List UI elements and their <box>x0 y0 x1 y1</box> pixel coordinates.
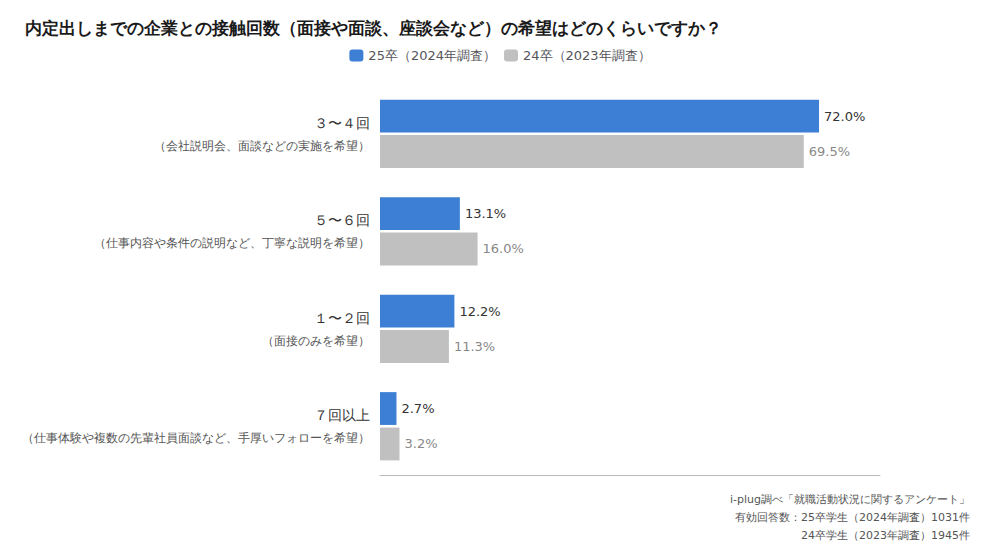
svg-text:11.3%: 11.3% <box>454 339 495 354</box>
svg-text:内定出しまでの企業との接触回数（面接や面談、座談会など）の希: 内定出しまでの企業との接触回数（面接や面談、座談会など）の希望はどのくらいですか… <box>25 18 722 38</box>
svg-text:12.2%: 12.2% <box>459 304 500 319</box>
svg-text:13.1%: 13.1% <box>465 206 506 221</box>
svg-text:24卒学生（2023年調査）1945件: 24卒学生（2023年調査）1945件 <box>735 529 970 542</box>
svg-text:（面接のみを希望）: （面接のみを希望） <box>262 334 370 348</box>
svg-text:2.7%: 2.7% <box>401 401 434 416</box>
svg-text:１〜２回: １〜２回 <box>314 310 370 326</box>
svg-text:３〜４回: ３〜４回 <box>314 115 370 131</box>
svg-text:16.0%: 16.0% <box>483 241 524 256</box>
svg-text:（仕事体験や複数の先輩社員面談など、手厚いフォローを希望）: （仕事体験や複数の先輩社員面談など、手厚いフォローを希望） <box>22 431 370 445</box>
svg-text:69.5%: 69.5% <box>809 144 850 159</box>
svg-text:25卒（2024年調査）: 25卒（2024年調査） <box>368 48 496 63</box>
svg-text:3.2%: 3.2% <box>405 436 438 451</box>
svg-text:７回以上: ７回以上 <box>314 407 370 423</box>
svg-text:72.0%: 72.0% <box>824 109 865 124</box>
svg-text:有効回答数：25卒学生（2024年調査）1031件: 有効回答数：25卒学生（2024年調査）1031件 <box>735 511 970 524</box>
svg-text:24卒（2023年調査）: 24卒（2023年調査） <box>523 48 651 63</box>
svg-text:i-plug調べ「就職活動状況に関するアンケート」: i-plug調べ「就職活動状況に関するアンケート」 <box>730 493 970 506</box>
svg-text:（会社説明会、面談などの実施を希望）: （会社説明会、面談などの実施を希望） <box>154 139 370 153</box>
svg-text:５〜６回: ５〜６回 <box>314 212 370 228</box>
svg-text:（仕事内容や条件の説明など、丁寧な説明を希望）: （仕事内容や条件の説明など、丁寧な説明を希望） <box>94 236 370 250</box>
